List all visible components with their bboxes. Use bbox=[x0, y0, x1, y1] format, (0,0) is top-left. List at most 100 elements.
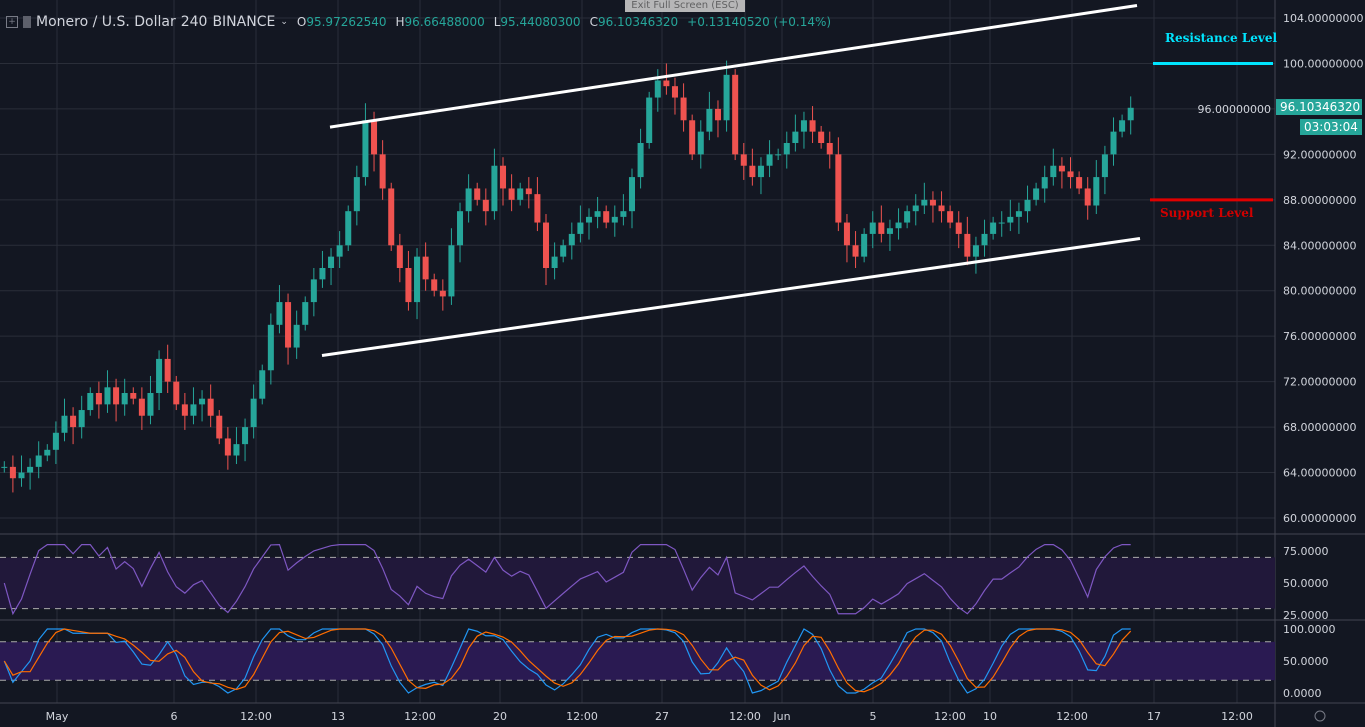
candle-body bbox=[52, 432, 59, 450]
open-label: O bbox=[296, 15, 307, 29]
candle-body bbox=[474, 188, 481, 200]
candle-body bbox=[611, 216, 618, 223]
high-value: 96.66488000 bbox=[404, 15, 485, 29]
symbol-name[interactable]: Monero / U.S. Dollar bbox=[36, 14, 176, 30]
candle-body bbox=[267, 324, 274, 371]
candle-body bbox=[362, 120, 369, 178]
candle-body bbox=[353, 177, 360, 212]
time-tick-label: 12:00 bbox=[1221, 710, 1253, 723]
time-tick-label: 12:00 bbox=[934, 710, 966, 723]
time-tick-label: 27 bbox=[655, 710, 669, 723]
candle-body bbox=[1, 466, 8, 468]
candle-body bbox=[1110, 131, 1117, 155]
candle-body bbox=[276, 302, 283, 325]
candle-body bbox=[869, 222, 876, 234]
candle-body bbox=[955, 222, 962, 234]
exit-fullscreen-button[interactable]: Exit Full Screen (ESC) bbox=[625, 0, 745, 12]
exchange[interactable]: BINANCE bbox=[212, 14, 276, 30]
symbol-icon bbox=[23, 16, 31, 28]
time-tick-label: May bbox=[46, 710, 69, 723]
time-tick-label: 12:00 bbox=[240, 710, 272, 723]
candle-body bbox=[1127, 107, 1134, 121]
price-tick-label: 60.00000000 bbox=[1283, 512, 1356, 525]
candle-body bbox=[826, 143, 833, 155]
price-tick-label: 72.00000000 bbox=[1283, 376, 1356, 389]
candle-body bbox=[121, 393, 128, 405]
time-tick-label: 20 bbox=[493, 710, 507, 723]
candle-body bbox=[1067, 171, 1074, 178]
candle-body bbox=[603, 211, 610, 223]
time-tick-label: Jun bbox=[772, 710, 790, 723]
candle-body bbox=[147, 393, 154, 416]
low-label: L bbox=[493, 15, 501, 29]
candle-body bbox=[843, 222, 850, 246]
add-icon[interactable]: + bbox=[6, 16, 18, 28]
candle-body bbox=[757, 165, 764, 178]
candle-body bbox=[431, 279, 438, 291]
candle-body bbox=[104, 387, 111, 405]
candle-body bbox=[809, 120, 816, 132]
candle-body bbox=[714, 108, 721, 121]
candle-body bbox=[775, 154, 782, 156]
rsi-band bbox=[0, 557, 1275, 609]
candle-body bbox=[886, 228, 893, 234]
candle-body bbox=[336, 245, 343, 257]
candle-body bbox=[78, 410, 85, 428]
stoch-tick-label: 50.0000 bbox=[1283, 655, 1329, 668]
close-label: C bbox=[589, 15, 598, 29]
candle-body bbox=[293, 324, 300, 348]
candle-body bbox=[130, 393, 137, 399]
candle-body bbox=[534, 194, 541, 223]
candle-body bbox=[1093, 177, 1100, 206]
candle-body bbox=[542, 222, 550, 268]
candle-body bbox=[861, 233, 868, 257]
candle-body bbox=[749, 165, 756, 178]
price-tick-label: 68.00000000 bbox=[1283, 421, 1356, 434]
price-tick-label: 76.00000000 bbox=[1283, 330, 1356, 343]
rsi-tick-label: 25.0000 bbox=[1283, 609, 1329, 622]
candle-body bbox=[818, 131, 825, 143]
candle-body bbox=[95, 393, 102, 405]
candle-body bbox=[568, 233, 575, 246]
candle-body bbox=[285, 302, 292, 348]
interval[interactable]: 240 bbox=[180, 14, 208, 30]
candle-body bbox=[173, 381, 180, 405]
settings-gear-icon[interactable] bbox=[1314, 710, 1326, 722]
time-tick-label: 12:00 bbox=[404, 710, 436, 723]
candle-body bbox=[560, 245, 567, 257]
candle-body bbox=[998, 222, 1005, 224]
chevron-down-icon[interactable]: ⌄ bbox=[280, 17, 288, 27]
candle-body bbox=[113, 387, 120, 405]
candle-body bbox=[199, 398, 206, 405]
candle-body bbox=[457, 211, 464, 246]
channel-lower-line[interactable] bbox=[321, 236, 1141, 357]
price-tick-label: 92.00000000 bbox=[1283, 148, 1356, 161]
candle-body bbox=[1084, 188, 1091, 206]
stoch-k-line bbox=[3, 628, 1131, 694]
time-tick-label: 10 bbox=[983, 710, 997, 723]
candle-body bbox=[216, 415, 223, 439]
candle-body bbox=[577, 222, 584, 234]
candle-body bbox=[697, 131, 704, 155]
candle-body bbox=[302, 302, 309, 325]
channel-upper-line[interactable] bbox=[329, 4, 1138, 129]
candle-body bbox=[585, 216, 593, 223]
stoch-tick-label: 100.0000 bbox=[1283, 623, 1336, 636]
candle-body bbox=[947, 211, 954, 223]
change-value: +0.13140520 (+0.14%) bbox=[687, 15, 832, 29]
candle-body bbox=[929, 199, 936, 206]
last-price-tag: 96.10346320 bbox=[1276, 99, 1362, 115]
candle-body bbox=[637, 143, 644, 178]
candle-body bbox=[396, 245, 403, 268]
candle-body bbox=[852, 245, 859, 257]
candle-body bbox=[594, 211, 601, 217]
candle-body bbox=[61, 415, 68, 433]
candle-body bbox=[345, 211, 352, 246]
stoch-tick-label: 0.0000 bbox=[1283, 687, 1322, 700]
candle-body bbox=[1076, 177, 1083, 189]
candle-body bbox=[1119, 120, 1126, 132]
candle-body bbox=[18, 472, 25, 479]
candle-body bbox=[87, 393, 94, 411]
candle-body bbox=[9, 466, 16, 479]
